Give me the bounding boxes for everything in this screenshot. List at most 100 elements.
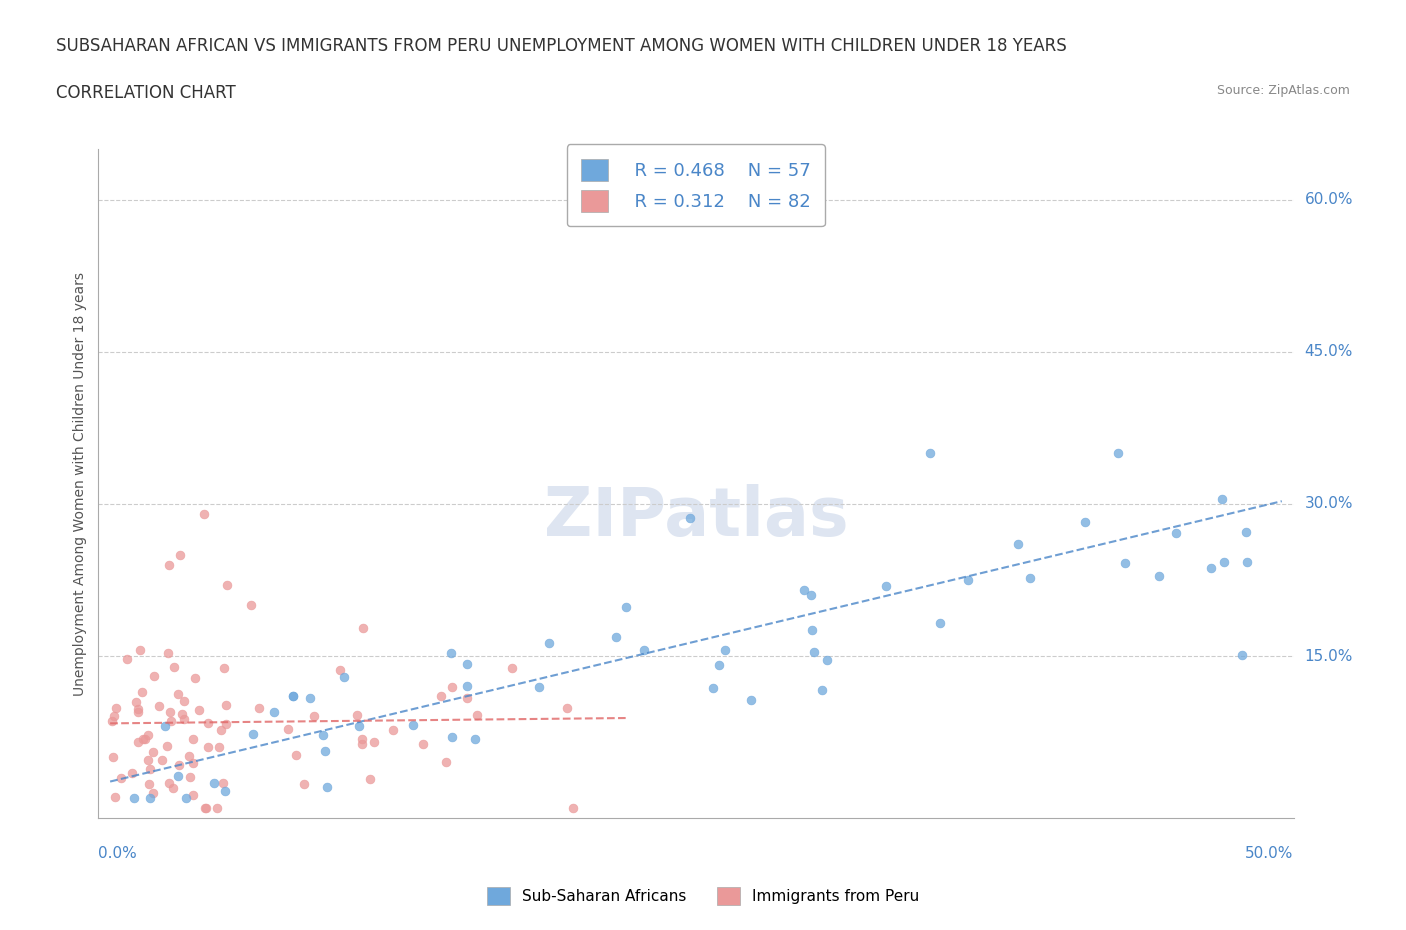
Point	[110, 771, 132, 786]
Point	[217, 578, 239, 592]
Point	[197, 716, 219, 731]
Point	[125, 695, 148, 710]
Point	[956, 573, 979, 588]
Point	[800, 623, 823, 638]
Point	[127, 705, 149, 720]
Point	[928, 616, 950, 631]
Text: SUBSAHARAN AFRICAN VS IMMIGRANTS FROM PERU UNEMPLOYMENT AMONG WOMEN WITH CHILDRE: SUBSAHARAN AFRICAN VS IMMIGRANTS FROM PE…	[56, 37, 1067, 55]
Point	[115, 651, 138, 666]
Point	[101, 750, 124, 764]
Point	[1317, 243, 1340, 258]
Point	[605, 630, 627, 644]
Point	[212, 661, 235, 676]
Point	[128, 701, 150, 716]
Point	[1147, 568, 1170, 583]
Point	[181, 732, 204, 747]
Point	[103, 709, 125, 724]
Point	[1019, 571, 1042, 586]
Point	[298, 691, 321, 706]
Point	[193, 507, 215, 522]
Point	[333, 670, 356, 684]
Point	[679, 511, 702, 525]
Point	[329, 663, 352, 678]
Text: CORRELATION CHART: CORRELATION CHART	[56, 84, 236, 101]
Point	[430, 688, 453, 703]
Point	[215, 698, 238, 712]
Point	[402, 718, 425, 733]
Point	[128, 643, 150, 658]
Point	[1213, 555, 1236, 570]
Point	[160, 714, 183, 729]
Point	[412, 737, 434, 751]
Point	[614, 599, 637, 614]
Point	[153, 718, 176, 733]
Point	[152, 752, 174, 767]
Point	[122, 790, 145, 805]
Point	[188, 703, 211, 718]
Text: 0.0%: 0.0%	[98, 846, 138, 861]
Point	[163, 660, 186, 675]
Legend: Sub-Saharan Africans, Immigrants from Peru: Sub-Saharan Africans, Immigrants from Pe…	[479, 879, 927, 913]
Point	[352, 737, 374, 751]
Point	[1199, 561, 1222, 576]
Point	[148, 698, 170, 713]
Point	[281, 688, 304, 703]
Point	[134, 732, 156, 747]
Point	[562, 801, 585, 816]
Point	[136, 727, 159, 742]
Text: ZIPatlas: ZIPatlas	[544, 485, 848, 550]
Point	[169, 757, 191, 772]
Point	[456, 657, 478, 671]
Point	[800, 587, 823, 602]
Point	[142, 668, 165, 683]
Point	[440, 645, 463, 660]
Point	[352, 732, 374, 747]
Point	[157, 645, 180, 660]
Point	[1007, 537, 1029, 551]
Point	[456, 691, 478, 706]
Text: 60.0%: 60.0%	[1305, 192, 1353, 207]
Point	[239, 598, 262, 613]
Point	[247, 700, 270, 715]
Point	[363, 735, 385, 750]
Point	[181, 788, 204, 803]
Point	[1211, 492, 1233, 507]
Point	[1164, 525, 1187, 540]
Point	[214, 717, 236, 732]
Point	[104, 790, 127, 804]
Point	[142, 745, 165, 760]
Point	[315, 779, 337, 794]
Point	[132, 731, 155, 746]
Point	[138, 762, 160, 777]
Point	[709, 658, 731, 672]
Point	[529, 680, 551, 695]
Point	[314, 744, 336, 759]
Text: 45.0%: 45.0%	[1305, 344, 1353, 359]
Point	[177, 749, 200, 764]
Point	[195, 801, 218, 816]
Point	[162, 780, 184, 795]
Point	[920, 445, 942, 460]
Point	[277, 722, 299, 737]
Point	[382, 723, 405, 737]
Point	[263, 705, 285, 720]
Point	[537, 635, 560, 650]
Point	[156, 738, 179, 753]
Point	[465, 708, 488, 723]
Point	[157, 776, 180, 790]
Point	[136, 753, 159, 768]
Point	[815, 653, 838, 668]
Point	[179, 769, 201, 784]
Point	[441, 679, 464, 694]
Point	[170, 707, 193, 722]
Point	[214, 784, 236, 799]
Point	[105, 700, 128, 715]
Point	[138, 777, 160, 791]
Point	[312, 727, 335, 742]
Point	[242, 727, 264, 742]
Point	[157, 557, 180, 572]
Point	[121, 765, 143, 780]
Point	[142, 786, 165, 801]
Point	[875, 578, 897, 593]
Point	[441, 730, 464, 745]
